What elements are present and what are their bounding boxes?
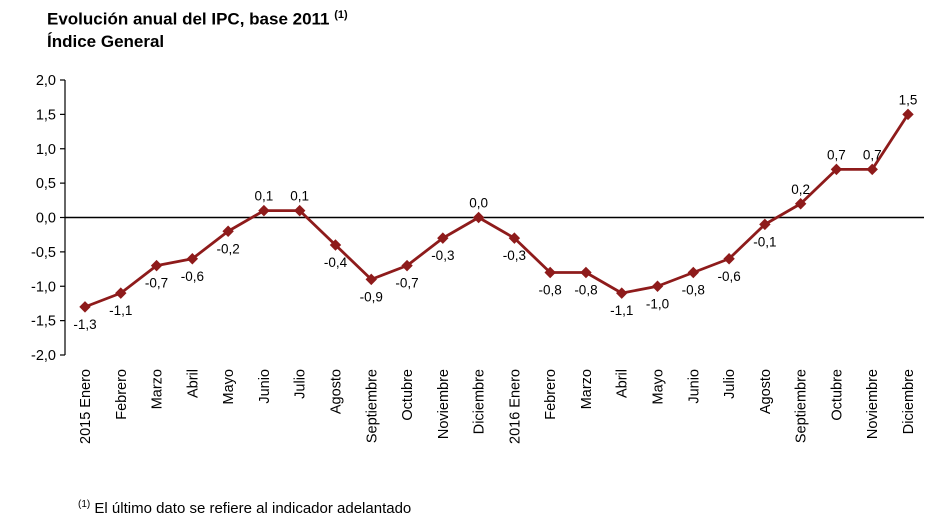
data-point-marker (759, 218, 771, 231)
data-point-marker (580, 266, 592, 279)
data-point-label: 0,2 (791, 182, 810, 197)
y-axis-label: -0,5 (31, 245, 56, 261)
x-axis-label: Febrero (114, 369, 130, 420)
y-axis-label: -1,5 (31, 314, 56, 330)
x-axis-label: Septiembre (794, 369, 810, 443)
x-axis-label: Diciembre (901, 369, 917, 434)
data-point-marker (186, 253, 199, 265)
data-point-label: -1,1 (610, 303, 633, 318)
data-point-label: -0,3 (431, 248, 454, 263)
x-axis-label: Diciembre (472, 369, 488, 434)
ipc-line-chart-svg: 2,01,51,00,50,0-0,5-1,0-1,5-2,0-1,3-1,1-… (31, 73, 924, 444)
footnote: (1) El último dato se refiere al indicad… (78, 499, 411, 517)
ipc-line-chart: 2,0 1,5 1,0 0,5 0,0 -0,5 -1,0 -1,5 -2,0 -1,3 -1,1-… (0, 58, 943, 490)
data-point-label: -0,2 (216, 241, 239, 256)
data-point-marker (616, 287, 628, 299)
data-point-label: 0,7 (827, 147, 846, 162)
data-point-marker (365, 273, 377, 286)
x-axis-label: Marzo (579, 369, 595, 409)
data-point-marker (472, 211, 485, 224)
data-point-label: 0,1 (290, 189, 309, 204)
data-point-label: -0,7 (395, 276, 418, 291)
data-point-label: 0,0 (469, 196, 488, 211)
footnote-text: El último dato se refiere al indicador a… (94, 500, 412, 517)
x-axis-label: Agosto (328, 369, 344, 414)
data-point-label: -0,7 (145, 276, 168, 291)
data-point-label: -0,6 (181, 269, 204, 284)
data-point-label: -0,8 (682, 283, 705, 298)
data-point-marker (150, 259, 163, 272)
page-subtitle: Índice General (47, 32, 165, 52)
y-axis-label: -2,0 (31, 348, 56, 364)
data-point-marker (258, 204, 270, 217)
data-point-marker (866, 163, 878, 176)
x-axis-label: 2016 Enero (507, 369, 523, 444)
x-axis-label: Octubre (829, 369, 845, 421)
data-point-marker (544, 266, 556, 279)
page-title-text: Evolución anual del IPC, base 2011 (47, 9, 330, 29)
page-title: Evolución anual del IPC, base 2011 (1) (47, 8, 348, 31)
x-axis-label: Mayo (651, 369, 667, 404)
x-axis-label: Noviembre (436, 369, 452, 439)
y-axis-label: -1,0 (31, 279, 56, 295)
x-axis-label: Abril (185, 369, 201, 398)
data-point-label: -0,4 (324, 255, 348, 270)
x-axis-label: Agosto (758, 369, 774, 414)
data-point-marker (902, 108, 914, 121)
data-point-label: -1,0 (646, 296, 669, 311)
data-point-marker (115, 287, 127, 299)
title-superscript: (1) (334, 9, 348, 21)
x-axis-label: Octubre (400, 369, 416, 421)
data-point-marker (401, 259, 413, 272)
data-point-label: -0,1 (753, 234, 776, 249)
data-point-marker (329, 239, 342, 251)
x-axis-label: Noviembre (865, 369, 881, 439)
data-point-marker (222, 225, 234, 237)
data-point-label: -0,6 (717, 269, 740, 284)
data-point-marker (79, 301, 91, 313)
data-point-label: -0,8 (539, 283, 562, 298)
data-point-label: -0,8 (574, 283, 597, 298)
x-axis-label: Junio (686, 369, 702, 404)
data-point-marker (723, 253, 735, 265)
x-axis-label: Mayo (221, 369, 237, 404)
x-axis-label: Junio (257, 369, 273, 404)
x-axis-label: Febrero (543, 369, 559, 420)
data-point-label: -0,9 (360, 289, 383, 304)
data-point-marker (830, 163, 843, 176)
x-axis-label: Julio (293, 369, 309, 399)
data-point-marker (508, 232, 521, 244)
y-axis-label: 1,0 (36, 142, 56, 158)
y-axis-label: 0,0 (36, 211, 56, 227)
data-point-marker (293, 204, 306, 217)
y-axis-label: 2,0 (36, 73, 56, 89)
data-point-marker (687, 266, 700, 279)
x-axis-label: Abril (615, 369, 631, 398)
y-axis-label: 1,5 (36, 107, 56, 123)
x-axis-label: Marzo (150, 369, 166, 409)
data-point-label: 1,5 (899, 92, 918, 107)
data-point-marker (437, 232, 449, 244)
y-axis-label: 0,5 (36, 176, 56, 192)
data-point-marker (794, 198, 807, 210)
data-point-marker (651, 280, 664, 292)
footnote-superscript: (1) (78, 499, 91, 510)
data-point-label: -0,3 (503, 248, 526, 263)
ipc-data-line (83, 112, 910, 309)
x-axis-label: Julio (722, 369, 738, 399)
x-axis-label: Septiembre (364, 369, 380, 443)
data-point-label: 0,1 (255, 189, 274, 204)
data-point-label: -1,3 (73, 317, 96, 332)
data-point-label: 0,7 (863, 147, 882, 162)
data-point-label: -1,1 (109, 303, 132, 318)
x-axis-label: 2015 Enero (78, 369, 94, 444)
chart-header: Evolución anual del IPC, base 2011 (1) Í… (47, 8, 348, 54)
